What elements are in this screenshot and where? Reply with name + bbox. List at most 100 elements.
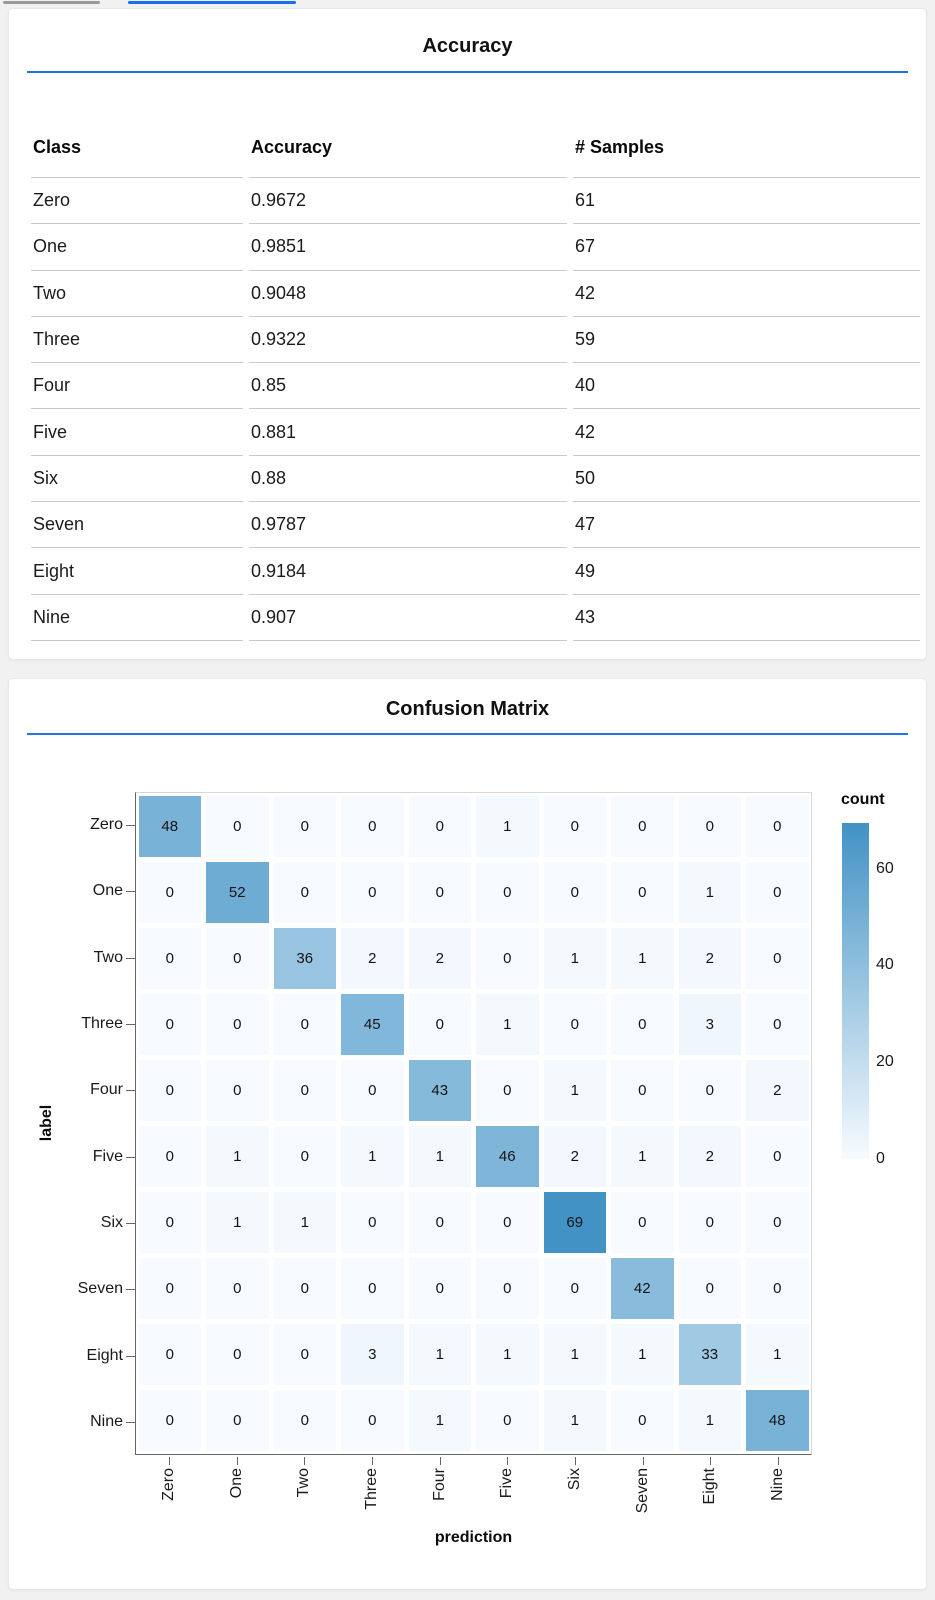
heatmap-cell-Eight-Two: 0 xyxy=(271,1322,339,1388)
heatmap-cell-Six-One: 1 xyxy=(204,1190,272,1256)
x-axis-tick xyxy=(371,1457,373,1465)
y-axis-label-three: Three xyxy=(81,1015,123,1033)
y-axis-tick xyxy=(126,1355,135,1357)
y-axis-tick xyxy=(126,957,135,959)
heatmap-cell-value: 0 xyxy=(341,795,404,857)
heatmap-cell-Two-Five: 0 xyxy=(474,925,542,991)
heatmap-cell-Three-Eight: 3 xyxy=(676,991,744,1057)
heatmap-cell-value: 0 xyxy=(206,993,269,1055)
heatmap-cell-Nine-Eight: 1 xyxy=(676,1388,744,1454)
heatmap-cell-value: 0 xyxy=(273,1390,336,1452)
tab-indicator-inactive[interactable] xyxy=(3,1,100,4)
table-cell: Two xyxy=(31,269,243,316)
heatmap-cell-Seven-Six: 0 xyxy=(541,1256,609,1322)
heatmap-cell-Three-Seven: 0 xyxy=(609,991,677,1057)
table-cell: 50 xyxy=(573,454,920,501)
legend-tick-0: 0 xyxy=(876,1150,885,1167)
x-axis-tick xyxy=(304,1457,306,1465)
heatmap-cell-value: 2 xyxy=(746,1059,809,1121)
heatmap-cell-Nine-Zero: 0 xyxy=(136,1388,204,1454)
heatmap-cell-value: 1 xyxy=(746,1324,809,1386)
heatmap-cell-value: 0 xyxy=(611,795,674,857)
heatmap-cell-One-Seven: 0 xyxy=(609,859,677,925)
y-axis-label-seven: Seven xyxy=(77,1280,123,1298)
heatmap-cell-value: 0 xyxy=(206,1324,269,1386)
heatmap-cell-value: 1 xyxy=(543,927,606,989)
heatmap-cell-value: 3 xyxy=(678,993,741,1055)
heatmap-cell-Four-Two: 0 xyxy=(271,1057,339,1123)
heatmap-cell-Two-Zero: 0 xyxy=(136,925,204,991)
table-cell: 0.9322 xyxy=(249,315,567,362)
tab-indicator-active[interactable] xyxy=(128,1,296,4)
heatmap-cell-Four-Eight: 0 xyxy=(676,1057,744,1123)
heatmap-cell-One-Six: 0 xyxy=(541,859,609,925)
x-axis-label-nine: Nine xyxy=(769,1468,787,1501)
heatmap-cell-Three-One: 0 xyxy=(204,991,272,1057)
heatmap-cell-Six-Seven: 0 xyxy=(609,1190,677,1256)
heatmap-cell-value: 0 xyxy=(138,1258,201,1320)
heatmap-cell-value: 0 xyxy=(206,795,269,857)
heatmap-cell-value: 0 xyxy=(678,795,741,857)
heatmap-cell-Two-Six: 1 xyxy=(541,925,609,991)
x-axis-label-seven: Seven xyxy=(633,1468,651,1514)
heatmap-cell-value: 0 xyxy=(273,993,336,1055)
heatmap-cell-value: 36 xyxy=(273,927,336,989)
heatmap-cell-Five-Zero: 0 xyxy=(136,1123,204,1189)
heatmap-cell-Two-Nine: 0 xyxy=(744,925,812,991)
heatmap-cell-value: 33 xyxy=(678,1324,741,1386)
x-axis-tick xyxy=(575,1457,577,1465)
table-cell: Zero xyxy=(31,177,243,223)
y-axis-label-four: Four xyxy=(90,1081,123,1099)
heatmap-cell-value: 0 xyxy=(746,1192,809,1254)
heatmap-cell-value: 0 xyxy=(408,795,471,857)
heatmap-cell-Nine-Four: 1 xyxy=(406,1388,474,1454)
heatmap-cell-value: 0 xyxy=(138,861,201,923)
heatmap-cell-Five-Three: 1 xyxy=(339,1123,407,1189)
table-cell: 0.907 xyxy=(249,593,567,640)
heatmap-cell-Seven-Five: 0 xyxy=(474,1256,542,1322)
heatmap-cell-One-Four: 0 xyxy=(406,859,474,925)
table-cell: 0.881 xyxy=(249,408,567,454)
table-bottom-border xyxy=(31,639,243,644)
heatmap-cell-value: 0 xyxy=(341,1258,404,1320)
heatmap-cell-value: 0 xyxy=(408,1258,471,1320)
heatmap-cell-value: 0 xyxy=(341,1192,404,1254)
x-axis-tick xyxy=(168,1457,170,1465)
heatmap-cell-One-Eight: 1 xyxy=(676,859,744,925)
heatmap-cell-value: 0 xyxy=(138,1324,201,1386)
heatmap-cell-value: 0 xyxy=(273,861,336,923)
heatmap-cell-value: 52 xyxy=(206,861,269,923)
y-axis-label-one: One xyxy=(92,882,123,900)
heatmap-cell-Five-Nine: 0 xyxy=(744,1123,812,1189)
heatmap-cell-Seven-Zero: 0 xyxy=(136,1256,204,1322)
heatmap-cell-Four-Five: 0 xyxy=(474,1057,542,1123)
heatmap-cell-value: 0 xyxy=(611,1059,674,1121)
heatmap-cell-value: 0 xyxy=(746,1125,809,1188)
x-axis-label-eight: Eight xyxy=(701,1468,719,1505)
heatmap-cell-value: 3 xyxy=(341,1324,404,1386)
heatmap-cell-Zero-Eight: 0 xyxy=(676,793,744,859)
heatmap-cell-Nine-Nine: 48 xyxy=(744,1388,812,1454)
heatmap-cell-value: 0 xyxy=(611,861,674,923)
heatmap-cell-Six-Nine: 0 xyxy=(744,1190,812,1256)
heatmap-cell-Seven-One: 0 xyxy=(204,1256,272,1322)
heatmap-cell-Three-Six: 0 xyxy=(541,991,609,1057)
heatmap-cell-Seven-Nine: 0 xyxy=(744,1256,812,1322)
heatmap-cell-value: 0 xyxy=(273,1125,336,1188)
heatmap-cell-value: 1 xyxy=(543,1390,606,1452)
y-axis-label-two: Two xyxy=(93,948,123,966)
heatmap-cell-value: 0 xyxy=(408,993,471,1055)
heatmap-cell-value: 0 xyxy=(543,993,606,1055)
y-axis-label-eight: Eight xyxy=(86,1346,123,1364)
heatmap-cell-value: 0 xyxy=(476,861,539,923)
table-cell: 42 xyxy=(573,408,920,454)
heatmap-cell-Eight-Eight: 33 xyxy=(676,1322,744,1388)
heatmap-cell-Zero-Zero: 48 xyxy=(136,793,204,859)
table-cell: Five xyxy=(31,408,243,454)
heatmap-cell-Three-Nine: 0 xyxy=(744,991,812,1057)
x-axis-label-two: Two xyxy=(295,1468,313,1498)
table-cell: Eight xyxy=(31,547,243,593)
heatmap-cell-Seven-Eight: 0 xyxy=(676,1256,744,1322)
table-cell: 59 xyxy=(573,315,920,362)
heatmap-cell-Eight-One: 0 xyxy=(204,1322,272,1388)
